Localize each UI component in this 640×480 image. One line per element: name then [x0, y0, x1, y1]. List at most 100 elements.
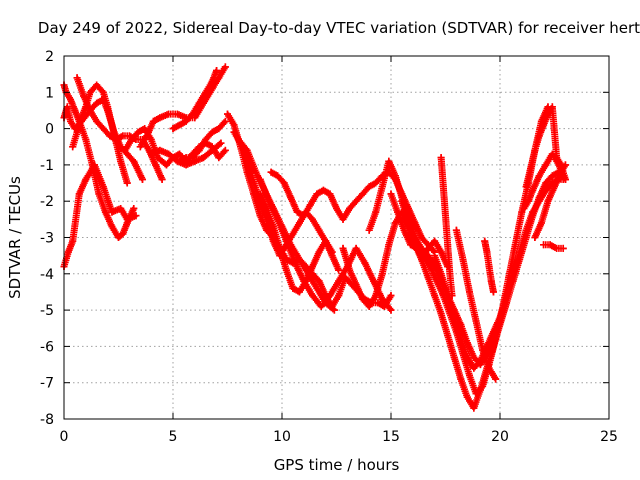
data-point [280, 179, 288, 187]
series-track-22 [452, 226, 500, 383]
data-point [531, 146, 539, 154]
data-point [147, 135, 155, 143]
data-point [553, 244, 561, 252]
data-point [149, 117, 157, 125]
data-point [522, 183, 530, 191]
data-point [439, 183, 447, 191]
data-point [361, 259, 369, 267]
data-point [437, 154, 445, 162]
data-point [352, 244, 360, 252]
data-point [130, 157, 138, 165]
data-point [404, 219, 412, 227]
x-tick-label: 0 [60, 429, 69, 445]
data-point [535, 197, 543, 205]
data-point [359, 295, 367, 303]
data-point [463, 353, 471, 361]
data-point [450, 353, 458, 361]
data-point [470, 364, 478, 372]
data-point [511, 241, 519, 249]
data-point [333, 204, 340, 212]
data-point [300, 212, 308, 220]
data-point [559, 172, 567, 180]
y-tick-label: -5 [40, 303, 54, 319]
data-point [529, 208, 537, 216]
data-point [346, 266, 354, 274]
data-point [372, 292, 380, 300]
data-point [551, 183, 558, 191]
data-point [481, 237, 489, 245]
data-point [346, 204, 354, 212]
data-point [378, 183, 386, 191]
data-point [221, 117, 229, 125]
data-point [437, 310, 445, 318]
data-point [224, 110, 231, 118]
data-point [370, 277, 378, 285]
data-point [221, 63, 229, 71]
data-point [176, 157, 184, 165]
data-point [398, 197, 406, 205]
data-layer [60, 63, 569, 412]
data-point [339, 244, 347, 252]
data-point [424, 244, 432, 252]
data-point [535, 172, 543, 180]
data-point [119, 132, 127, 140]
data-point [309, 215, 317, 223]
data-point [134, 128, 142, 136]
data-point [213, 67, 221, 75]
data-point [291, 259, 299, 267]
data-point [546, 241, 554, 249]
data-point [156, 114, 164, 122]
series-track-24 [481, 237, 497, 296]
data-point [208, 128, 216, 136]
data-point [424, 273, 432, 281]
data-point [69, 237, 77, 245]
data-point [315, 248, 323, 256]
data-point [516, 248, 524, 256]
data-point [544, 197, 552, 205]
data-point [293, 208, 301, 216]
series-markers [169, 67, 221, 133]
data-point [540, 241, 548, 249]
data-point [378, 270, 386, 278]
data-point [71, 106, 79, 114]
data-point [267, 168, 275, 176]
data-point [463, 393, 471, 401]
data-point [287, 194, 295, 202]
data-point [444, 241, 452, 249]
data-point [433, 277, 441, 285]
data-point [123, 179, 131, 187]
data-point [400, 226, 408, 234]
data-point [104, 103, 112, 111]
data-point [274, 215, 282, 223]
data-point [479, 346, 487, 354]
x-tick-label: 25 [600, 429, 618, 445]
data-point [524, 197, 532, 205]
data-point [64, 248, 72, 256]
data-point [169, 125, 177, 133]
data-point [195, 146, 203, 154]
data-point [173, 110, 181, 118]
data-point [330, 306, 338, 314]
data-point [115, 234, 122, 241]
data-point [309, 263, 317, 271]
data-point [335, 277, 343, 285]
x-axis-label: GPS time / hours [274, 456, 400, 474]
data-point [326, 190, 334, 198]
data-point [465, 288, 473, 296]
data-point [93, 99, 101, 107]
data-point [82, 175, 90, 183]
data-point [295, 288, 303, 296]
series-track-26 [531, 161, 569, 241]
data-point [540, 121, 548, 129]
data-point [67, 96, 75, 104]
data-point [289, 284, 297, 292]
y-axis-label: SDTVAR / TECUs [6, 176, 24, 299]
data-point [252, 168, 260, 176]
data-point [202, 88, 210, 96]
data-point [108, 208, 116, 216]
data-point [561, 175, 569, 183]
data-point [176, 150, 184, 158]
data-point [295, 255, 303, 263]
data-point [93, 81, 101, 89]
